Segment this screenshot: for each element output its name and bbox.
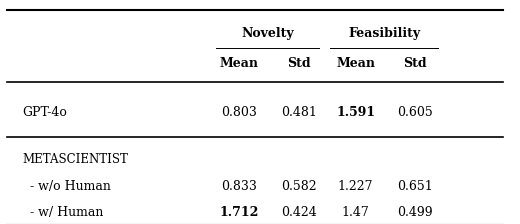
Text: 0.833: 0.833 [222,180,257,193]
Text: 0.481: 0.481 [281,106,317,118]
Text: 1.712: 1.712 [219,206,259,219]
Text: 1.47: 1.47 [342,206,370,219]
Text: Mean: Mean [220,57,259,70]
Text: - w/ Human: - w/ Human [22,206,103,219]
Text: 1.227: 1.227 [338,180,373,193]
Text: - w/o Human: - w/o Human [22,180,111,193]
Text: GPT-4o: GPT-4o [22,106,67,118]
Text: Std: Std [287,57,310,70]
Text: 0.499: 0.499 [397,206,433,219]
Text: Mean: Mean [336,57,375,70]
Text: 0.803: 0.803 [222,106,257,118]
Text: 0.582: 0.582 [281,180,317,193]
Text: Novelty: Novelty [241,27,294,40]
Text: METASCIENTIST: METASCIENTIST [22,153,128,166]
Text: 0.605: 0.605 [397,106,433,118]
Text: 1.591: 1.591 [336,106,375,118]
Text: Feasibility: Feasibility [348,27,420,40]
Text: 0.651: 0.651 [397,180,433,193]
Text: Std: Std [404,57,427,70]
Text: 0.424: 0.424 [281,206,317,219]
